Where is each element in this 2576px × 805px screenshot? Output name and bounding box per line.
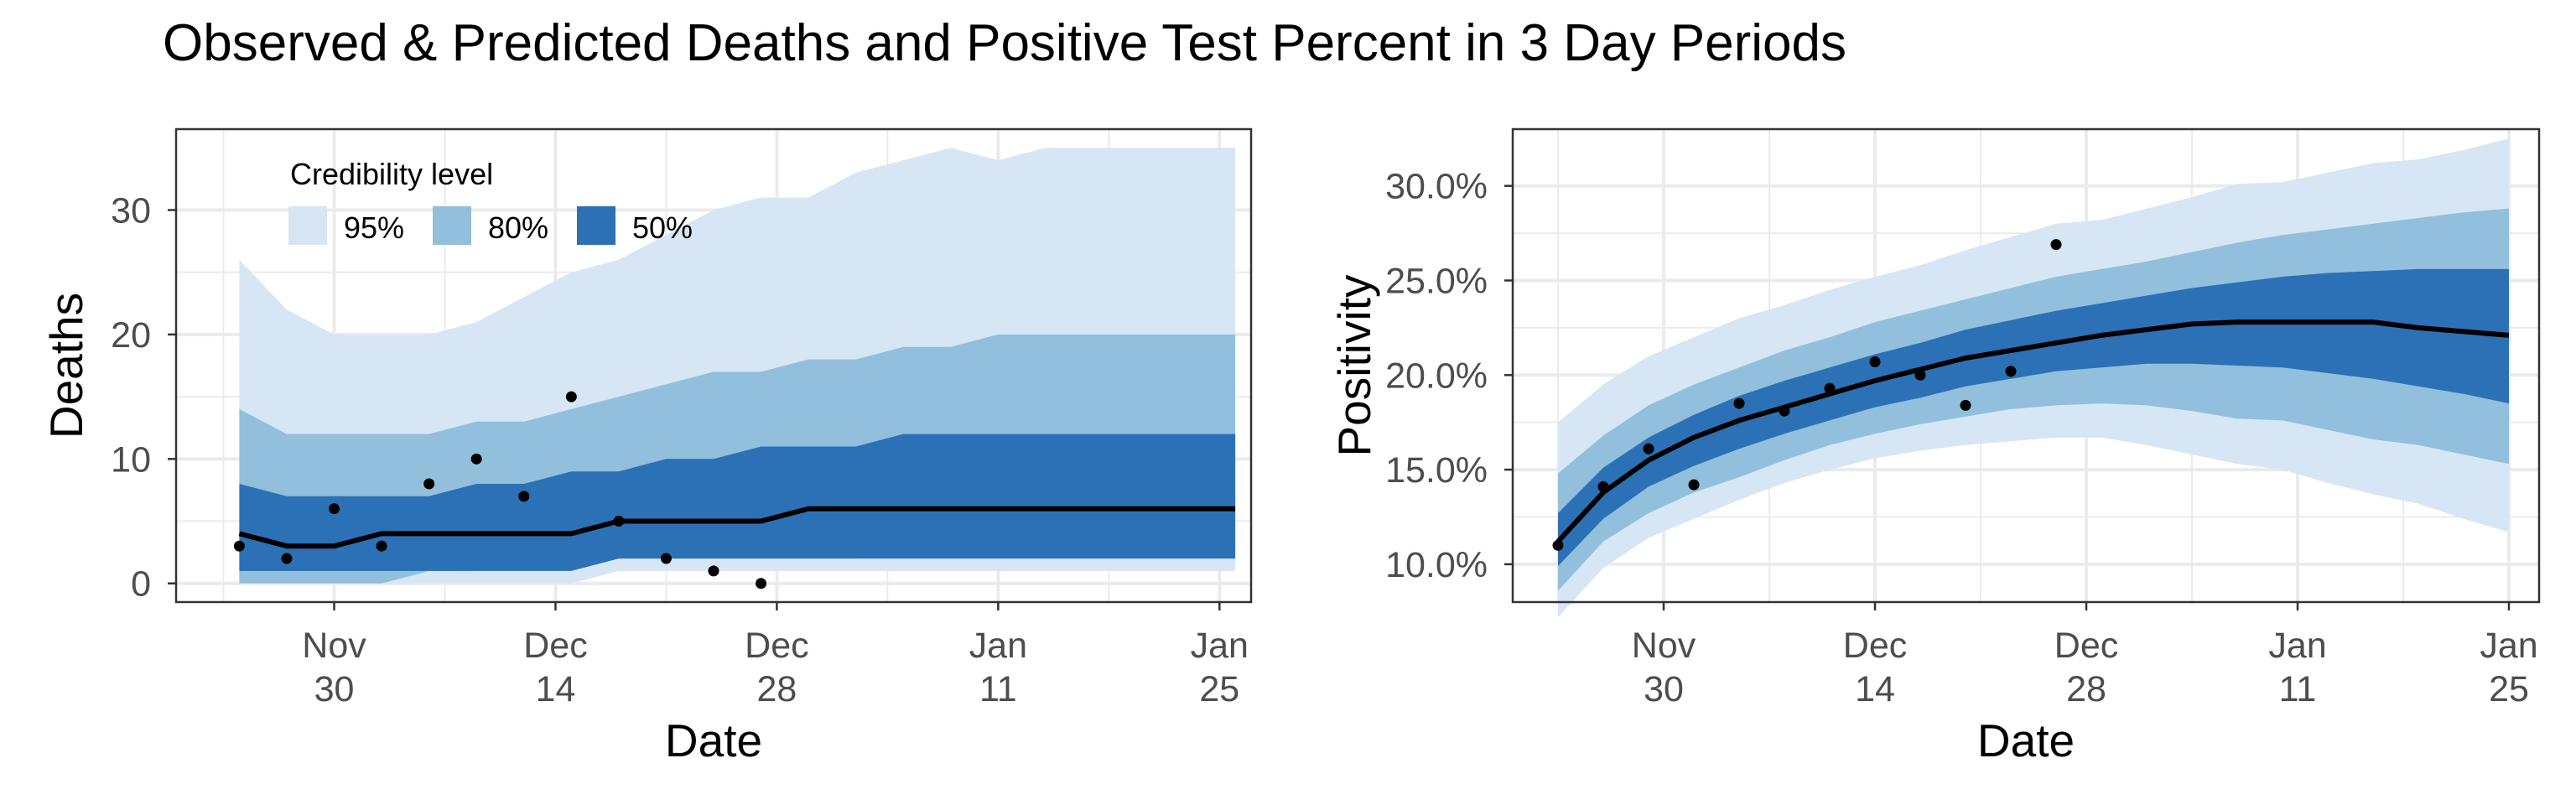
observed-point	[281, 553, 293, 564]
legend: Credibility level 95% 80% 50%	[288, 157, 693, 245]
y-tick-label: 30.0%	[1385, 167, 1488, 207]
x-axis-title: Date	[665, 714, 762, 766]
x-tick-label-day: 28	[756, 669, 797, 709]
chart-title: Observed & Predicted Deaths and Positive…	[163, 14, 1847, 72]
x-tick-label-day: 14	[1855, 669, 1895, 709]
band-50	[239, 434, 1236, 571]
x-tick-label-month: Nov	[302, 626, 366, 666]
deaths-chart: 0102030Nov30Dec14Dec28Jan11Jan25DateDeat…	[40, 127, 1253, 766]
median-line	[238, 506, 1236, 549]
observed-point	[613, 516, 625, 527]
observed-point	[565, 391, 577, 402]
y-tick-label: 10.0%	[1385, 545, 1488, 585]
x-axis-title: Date	[1977, 714, 2075, 766]
legend-label: 80%	[488, 210, 548, 245]
observed-point	[233, 540, 245, 552]
observed-point	[660, 553, 672, 564]
observed-point	[518, 491, 530, 502]
x-tick-label-month: Dec	[1843, 626, 1907, 666]
observed-point	[2005, 366, 2017, 377]
panel-border	[174, 127, 1253, 604]
x-tick-label-month: Nov	[1632, 626, 1696, 666]
x-tick-label-month: Dec	[523, 626, 587, 666]
x-tick-label-day: 25	[1199, 669, 1239, 709]
observed-point	[1688, 479, 1700, 491]
x-tick-label-month: Jan	[2480, 626, 2537, 666]
y-axis-title: Positivity	[1328, 274, 1380, 456]
y-tick-label: 20.0%	[1385, 356, 1488, 396]
observed-point	[1779, 405, 1790, 417]
observed-point	[1643, 443, 1654, 454]
observed-point	[1914, 369, 1926, 381]
observed-point	[1733, 397, 1745, 409]
x-tick-label-day: 14	[536, 669, 576, 709]
y-tick-label: 10	[111, 439, 151, 480]
legend-key-80	[433, 206, 471, 245]
x-tick-label-day: 28	[2066, 669, 2106, 709]
observed-point	[329, 503, 340, 515]
x-tick-label-day: 11	[2279, 669, 2317, 709]
x-tick-label-day: 30	[314, 669, 355, 709]
legend-title: Credibility level	[290, 157, 493, 191]
observed-point	[376, 540, 387, 552]
y-tick-label: 25.0%	[1385, 261, 1488, 301]
observed-point	[2050, 239, 2062, 251]
legend-label: 95%	[344, 210, 404, 245]
y-tick-label: 20	[111, 315, 151, 356]
panel-border	[1511, 127, 2541, 604]
y-axis-title: Deaths	[40, 293, 92, 439]
median-line	[1555, 319, 2510, 543]
observed-point	[756, 578, 767, 589]
band-50	[1558, 268, 2509, 567]
y-tick-label: 15.0%	[1385, 450, 1488, 491]
x-tick-label-month: Dec	[745, 626, 808, 666]
positivity-chart: 10.0%15.0%20.0%25.0%30.0%Nov30Dec14Dec28…	[1328, 127, 2541, 766]
observed-point	[1869, 356, 1881, 367]
legend-label: 50%	[632, 210, 693, 245]
x-tick-label-month: Jan	[969, 626, 1027, 666]
x-tick-label-month: Dec	[2054, 626, 2118, 666]
y-tick-label: 0	[131, 564, 151, 605]
x-tick-label-month: Jan	[2268, 626, 2326, 666]
legend-key-95	[288, 206, 327, 245]
observed-point	[1597, 480, 1609, 492]
observed-point	[1552, 539, 1564, 551]
observed-point	[1824, 382, 1836, 394]
x-tick-label-day: 11	[979, 669, 1017, 709]
x-tick-label-day: 25	[2489, 669, 2529, 709]
legend-key-50	[577, 206, 615, 245]
observed-point	[708, 565, 719, 577]
observed-point	[423, 478, 435, 490]
x-tick-label-day: 30	[1644, 669, 1684, 709]
observed-point	[470, 453, 482, 465]
y-tick-label: 30	[111, 190, 151, 231]
observed-points	[233, 391, 767, 589]
x-tick-label-month: Jan	[1191, 626, 1249, 666]
observed-points	[1552, 239, 2062, 551]
observed-point	[1960, 399, 1971, 411]
